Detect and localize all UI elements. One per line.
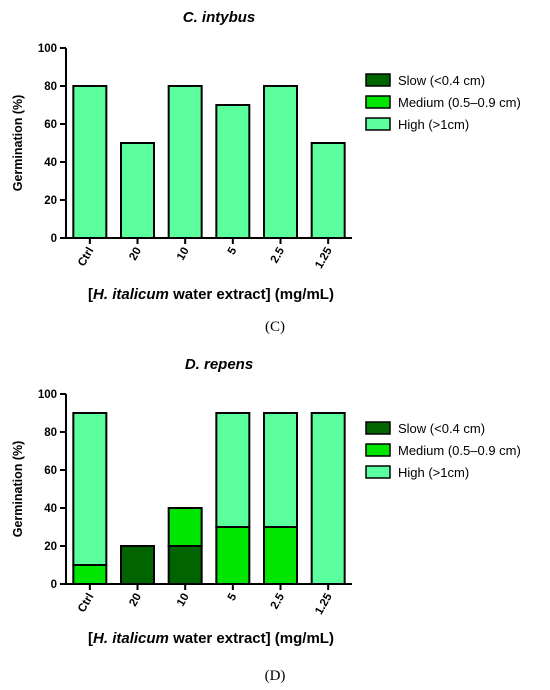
x-tick-label: 10	[175, 592, 192, 609]
y-tick-label: 80	[44, 427, 57, 439]
x-tick-label: 1.25	[313, 591, 335, 617]
y-tick-label: 20	[44, 195, 57, 207]
y-tick-label: 0	[51, 579, 57, 591]
legend-label: Slow (<0.4 cm)	[398, 73, 485, 88]
legend-swatch	[365, 73, 391, 87]
bar-5-series-3	[215, 412, 251, 528]
y-tick-label: 100	[38, 389, 57, 401]
bar-Ctrl-series-3	[72, 412, 108, 566]
x-tick-label: 5	[226, 591, 240, 603]
chart-title: D. repens	[185, 356, 253, 373]
legend-swatch	[365, 465, 391, 479]
legend: Slow (<0.4 cm) Medium (0.5–0.9 cm) High (>…	[365, 421, 521, 480]
legend-label: High (>1cm)	[398, 465, 469, 480]
legend-label: Medium (0.5–0.9 cm)	[398, 443, 521, 458]
y-tick-label: 40	[44, 157, 57, 169]
y-axis-label: Germination (%)	[11, 441, 25, 538]
bar-1.25-series-3	[310, 142, 346, 239]
panel-label: (C)	[265, 319, 285, 335]
panel-label: (D)	[265, 668, 286, 684]
x-tick-label: 1.25	[313, 245, 335, 271]
x-tick-label: 10	[175, 246, 192, 263]
chart-panel-1: C. intybus Germination (%) 0 20 40 60 80 100 Ctr…	[11, 9, 521, 335]
y-tick-label: 20	[44, 541, 57, 553]
bar-2.5-series-2	[263, 526, 298, 585]
bar-10-series-3	[167, 85, 203, 239]
x-tick-label: 2.5	[269, 245, 288, 265]
x-tick-label: Ctrl	[76, 592, 96, 615]
x-tick-label: 20	[127, 246, 144, 263]
legend-swatch	[365, 443, 391, 457]
bar-10-series-1	[167, 545, 203, 585]
bar-10-series-2	[167, 507, 203, 547]
legend-swatch	[365, 117, 391, 131]
bar-5-series-3	[215, 104, 251, 239]
y-tick-label: 40	[44, 503, 57, 515]
legend-swatch	[365, 421, 391, 435]
x-tick-label: Ctrl	[76, 246, 96, 269]
chart-panel-2: D. repens Germination (%) 0 20 40 60 80 100 Ctrl…	[11, 356, 521, 684]
chart-title: C. intybus	[183, 9, 256, 26]
legend-label: High (>1cm)	[398, 117, 469, 132]
legend-swatch	[365, 95, 391, 109]
x-tick-label: 5	[226, 245, 240, 257]
x-axis-label-part: H. italicum	[93, 286, 169, 303]
legend-label: Medium (0.5–0.9 cm)	[398, 95, 521, 110]
bar-5-series-2	[215, 526, 251, 585]
bar-20-series-1	[120, 545, 155, 585]
x-axis-label-part: water extract] (mg/mL)	[169, 286, 334, 303]
x-tick-label: 2.5	[269, 591, 288, 611]
x-axis-label: [H. italicum water extract] (mg/mL)	[88, 630, 334, 647]
y-tick-label: 0	[51, 233, 57, 245]
bar-1.25-series-3	[310, 412, 346, 585]
bar-Ctrl-series-2	[72, 564, 108, 585]
y-axis-label: Germination (%)	[11, 95, 25, 192]
bar-2.5-series-3	[263, 85, 298, 239]
x-axis-label: [H. italicum water extract] (mg/mL)	[88, 286, 334, 303]
bar-2.5-series-3	[263, 412, 298, 528]
bar-Ctrl-series-3	[72, 85, 108, 239]
legend: Slow (<0.4 cm) Medium (0.5–0.9 cm) High (>…	[365, 73, 521, 132]
legend-label: Slow (<0.4 cm)	[398, 421, 485, 436]
x-tick-label: 20	[127, 592, 144, 609]
y-tick-label: 60	[44, 119, 57, 131]
x-axis-label-part: H. italicum	[93, 630, 169, 647]
y-tick-label: 100	[38, 43, 57, 55]
x-axis-label-part: [	[88, 630, 93, 647]
bar-20-series-3	[120, 142, 155, 239]
x-axis-label-part: water extract] (mg/mL)	[169, 630, 334, 647]
y-tick-label: 80	[44, 81, 57, 93]
x-axis-label-part: [	[88, 286, 93, 303]
y-tick-label: 60	[44, 465, 57, 477]
